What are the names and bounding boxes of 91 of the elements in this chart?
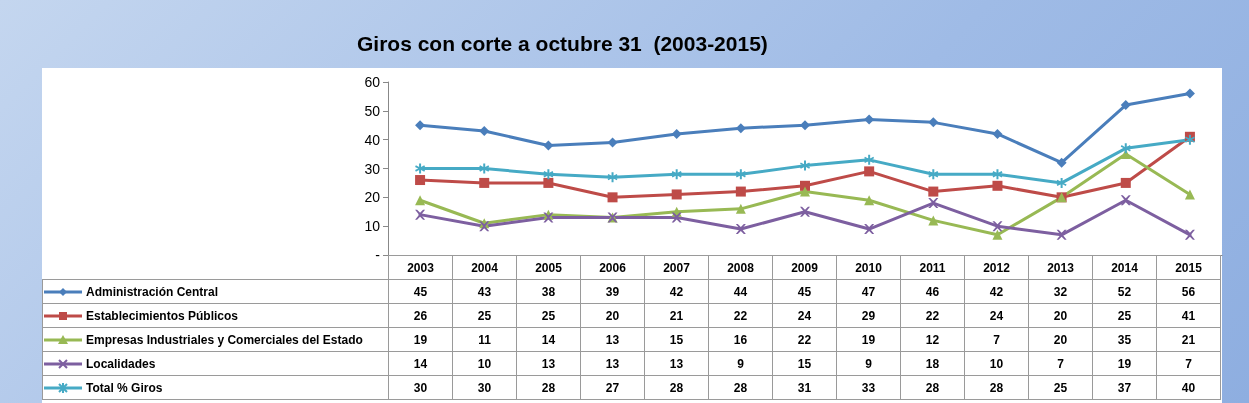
data-label: 24 <box>964 303 1029 328</box>
data-label: 38 <box>516 279 581 304</box>
data-label: 24 <box>772 303 837 328</box>
data-label: 19 <box>388 327 453 352</box>
data-label: 7 <box>964 327 1029 352</box>
data-label: 14 <box>516 327 581 352</box>
data-label: 10 <box>452 351 517 376</box>
legend-label: Administración Central <box>86 284 219 299</box>
data-label: 22 <box>708 303 773 328</box>
data-label: 39 <box>580 279 645 304</box>
data-label: 29 <box>836 303 901 328</box>
x-tick-label: 2012 <box>964 255 1029 280</box>
y-tick-label: - <box>375 247 381 263</box>
data-label: 40 <box>1156 375 1221 400</box>
data-label: 30 <box>452 375 517 400</box>
data-label: 26 <box>388 303 453 328</box>
data-label: 25 <box>516 303 581 328</box>
data-label: 16 <box>708 327 773 352</box>
data-label: 18 <box>900 351 965 376</box>
y-tick-label: 30 <box>364 160 381 177</box>
x-tick-label: 2006 <box>580 255 645 280</box>
x-tick-label: 2013 <box>1028 255 1093 280</box>
data-label: 25 <box>452 303 517 328</box>
data-label: 19 <box>1092 351 1157 376</box>
data-label: 21 <box>644 303 709 328</box>
x-tick-label: 2015 <box>1156 255 1221 280</box>
data-label: 31 <box>772 375 837 400</box>
x-tick-label: 2009 <box>772 255 837 280</box>
data-label: 11 <box>452 327 517 352</box>
data-label: 56 <box>1156 279 1221 304</box>
data-label: 28 <box>964 375 1029 400</box>
legend-label: Empresas Industriales y Comerciales del Estado <box>86 332 363 347</box>
data-label: 12 <box>900 327 965 352</box>
data-label: 28 <box>516 375 581 400</box>
data-label: 33 <box>836 375 901 400</box>
data-label: 20 <box>1028 327 1093 352</box>
legend-label: Establecimientos Públicos <box>86 308 239 323</box>
data-label: 35 <box>1092 327 1157 352</box>
data-label: 13 <box>580 327 645 352</box>
data-label: 20 <box>580 303 645 328</box>
data-label: 28 <box>644 375 709 400</box>
x-tick-label: 2003 <box>388 255 453 280</box>
x-tick-label: 2005 <box>516 255 581 280</box>
data-label: 21 <box>1156 327 1221 352</box>
data-label: 19 <box>836 327 901 352</box>
data-label: 7 <box>1156 351 1221 376</box>
data-label: 44 <box>708 279 773 304</box>
data-label: 46 <box>900 279 965 304</box>
data-label: 45 <box>388 279 453 304</box>
x-tick-label: 2007 <box>644 255 709 280</box>
data-label: 28 <box>900 375 965 400</box>
data-label: 47 <box>836 279 901 304</box>
data-label: 13 <box>644 351 709 376</box>
data-label: 7 <box>1028 351 1093 376</box>
x-tick-label: 2011 <box>900 255 965 280</box>
y-tick-label: 10 <box>364 218 381 235</box>
data-label: 13 <box>580 351 645 376</box>
chart-title: Giros con corte a octubre 31 (2003-2015) <box>357 32 768 55</box>
x-tick-label: 2010 <box>836 255 901 280</box>
data-label: 45 <box>772 279 837 304</box>
x-tick-label: 2008 <box>708 255 773 280</box>
data-label: 27 <box>580 375 645 400</box>
data-label: 10 <box>964 351 1029 376</box>
data-label: 32 <box>1028 279 1093 304</box>
data-label: 37 <box>1092 375 1157 400</box>
data-label: 9 <box>708 351 773 376</box>
data-label: 42 <box>964 279 1029 304</box>
data-label: 30 <box>388 375 453 400</box>
data-label: 25 <box>1028 375 1093 400</box>
x-tick-label: 2014 <box>1092 255 1157 280</box>
data-label: 9 <box>836 351 901 376</box>
legend-label: Total % Giros <box>86 380 163 395</box>
y-tick-label: 20 <box>364 189 381 206</box>
data-label: 13 <box>516 351 581 376</box>
y-tick-label: 60 <box>364 74 381 90</box>
data-label: 15 <box>772 351 837 376</box>
data-label: 22 <box>900 303 965 328</box>
y-tick-label: 40 <box>364 131 381 148</box>
data-label: 52 <box>1092 279 1157 304</box>
data-label: 15 <box>644 327 709 352</box>
data-label: 20 <box>1028 303 1093 328</box>
data-label: 22 <box>772 327 837 352</box>
data-label: 28 <box>708 375 773 400</box>
data-label: 42 <box>644 279 709 304</box>
y-tick-label: 50 <box>364 102 381 119</box>
data-label: 14 <box>388 351 453 376</box>
data-label: 25 <box>1092 303 1157 328</box>
data-label: 43 <box>452 279 517 304</box>
data-label: 41 <box>1156 303 1221 328</box>
x-tick-label: 2004 <box>452 255 517 280</box>
legend-label: Localidades <box>86 356 156 371</box>
